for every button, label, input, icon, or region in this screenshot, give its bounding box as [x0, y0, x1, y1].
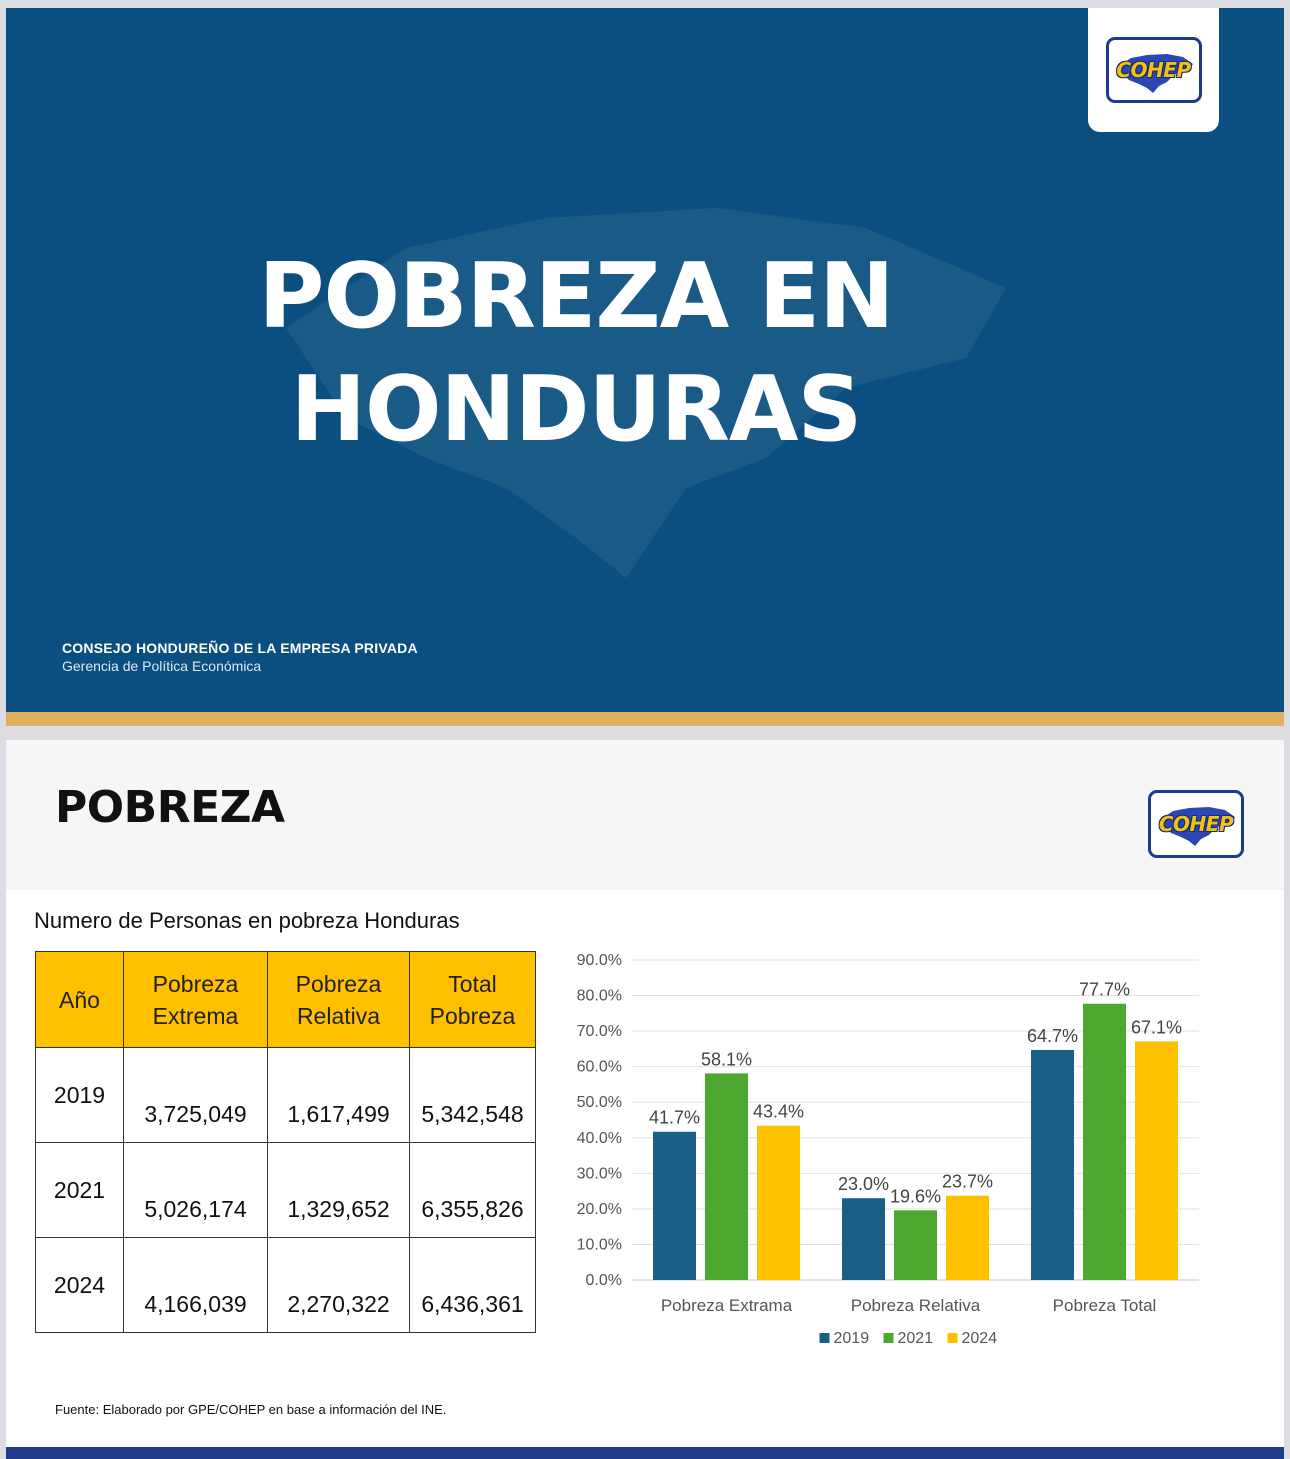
header-year: Año	[35, 951, 124, 1048]
bar-2019-1	[842, 1198, 885, 1280]
legend-swatch-2024	[947, 1333, 958, 1343]
honduras-map-icon	[1118, 54, 1193, 93]
y-tick-label: 30.0%	[577, 1165, 622, 1182]
cohep-logo: COHEP	[1105, 37, 1202, 103]
org-name: CONSEJO HONDUREÑO DE LA EMPRESA PRIVADA	[62, 640, 418, 656]
logo-text: COHEP	[1116, 58, 1191, 82]
legend-label-2019: 2019	[834, 1330, 870, 1347]
y-tick-label: 20.0%	[577, 1201, 622, 1218]
bar-2019-2	[1031, 1049, 1074, 1280]
y-tick-label: 0.0%	[586, 1272, 622, 1289]
cell-extreme: 3,725,049	[123, 1047, 268, 1143]
bar-2024-2	[1135, 1041, 1178, 1280]
cell-relative: 2,270,322	[267, 1237, 410, 1333]
page-title: POBREZA EN HONDURAS	[196, 240, 956, 466]
honduras-map-watermark	[286, 208, 1006, 578]
y-tick-label: 90.0%	[577, 952, 622, 969]
logo-card: COHEP	[1088, 8, 1219, 132]
slide-header	[6, 740, 1284, 890]
data-label: 41.7%	[649, 1108, 700, 1128]
cell-extreme: 4,166,039	[123, 1237, 268, 1333]
bar-2019-0	[653, 1131, 696, 1280]
data-label: 64.7%	[1027, 1026, 1078, 1046]
x-category-label: Pobreza Extrama	[661, 1296, 793, 1315]
data-label: 23.7%	[942, 1172, 993, 1192]
header-extreme: Pobreza Extrema	[123, 951, 268, 1048]
cell-year: 2024	[35, 1237, 124, 1333]
title-line-2: HONDURAS	[290, 357, 863, 462]
data-label: 77.7%	[1079, 980, 1130, 1000]
source-note: Fuente: Elaborado por GPE/COHEP en base …	[55, 1402, 447, 1417]
x-category-label: Pobreza Total	[1053, 1296, 1157, 1315]
data-label: 19.6%	[890, 1186, 941, 1206]
title-slide: COHEP POBREZA EN HONDURAS CONSEJO HONDUR…	[6, 8, 1284, 726]
header-relative-label: Pobreza Relativa	[295, 970, 382, 1029]
header-total: Total Pobreza	[409, 951, 536, 1048]
poverty-bar-chart: 0.0% 10.0% 20.0% 30.0% 40.0% 50.0% 60.0% 70.0% 8…	[577, 952, 1199, 1347]
poverty-table: Año Pobreza Extrema Pobreza Relativa Tot…	[35, 951, 536, 1333]
data-label: 43.4%	[753, 1102, 804, 1122]
table-row: 2021 5,026,174 1,329,652 6,355,826	[35, 1142, 536, 1238]
cell-total: 6,436,361	[409, 1237, 536, 1333]
cohep-logo: COHEP	[1148, 790, 1244, 858]
data-label: 58.1%	[701, 1049, 752, 1069]
table-row: 2019 3,725,049 1,617,499 5,342,548	[35, 1047, 536, 1143]
table-row: 2024 4,166,039 2,270,322 6,436,361	[35, 1237, 536, 1333]
navy-footer-bar	[6, 1447, 1284, 1459]
cell-year: 2021	[35, 1142, 124, 1238]
honduras-map-icon	[1161, 807, 1235, 846]
table-title: Numero de Personas en pobreza Honduras	[34, 908, 460, 933]
poverty-slide: POBREZA COHEP Numero de Personas en pobr…	[6, 740, 1284, 1459]
y-tick-label: 80.0%	[577, 988, 622, 1005]
y-tick-label: 50.0%	[577, 1094, 622, 1111]
legend-swatch-2021	[883, 1333, 894, 1343]
gold-divider	[6, 712, 1284, 726]
legend-label-2021: 2021	[898, 1330, 934, 1347]
cell-total: 6,355,826	[409, 1142, 536, 1238]
cell-extreme: 5,026,174	[123, 1142, 268, 1238]
title-line-1: POBREZA EN	[258, 244, 895, 349]
data-label: 23.0%	[838, 1174, 889, 1194]
y-tick-label: 10.0%	[577, 1236, 622, 1253]
org-subtitle: Gerencia de Política Económica	[62, 658, 262, 674]
header-relative: Pobreza Relativa	[267, 951, 410, 1048]
header-extreme-label: Pobreza Extrema	[152, 970, 239, 1029]
bar-2021-1	[894, 1210, 937, 1280]
bar-2024-1	[946, 1195, 989, 1280]
legend-swatch-2019	[819, 1333, 830, 1343]
cell-relative: 1,329,652	[267, 1142, 410, 1238]
logo-text: COHEP	[1158, 812, 1234, 836]
cell-relative: 1,617,499	[267, 1047, 410, 1143]
cell-year: 2019	[35, 1047, 124, 1143]
bar-2024-0	[757, 1125, 800, 1280]
y-tick-label: 60.0%	[577, 1059, 622, 1076]
bar-2021-2	[1083, 1003, 1126, 1280]
poverty-chart-container: 0.0% 10.0% 20.0% 30.0% 40.0% 50.0% 60.0% 70.0% 8…	[546, 940, 1216, 1360]
cell-total: 5,342,548	[409, 1047, 536, 1143]
table-header-row: Año Pobreza Extrema Pobreza Relativa Tot…	[35, 951, 536, 1048]
x-category-label: Pobreza Relativa	[851, 1296, 981, 1315]
legend-label-2024: 2024	[962, 1330, 998, 1347]
slide-title: POBREZA	[55, 782, 285, 833]
bar-2021-0	[705, 1073, 748, 1280]
y-tick-label: 40.0%	[577, 1130, 622, 1147]
y-tick-label: 70.0%	[577, 1023, 622, 1040]
data-label: 67.1%	[1131, 1017, 1182, 1037]
header-total-label: Total Pobreza	[429, 970, 516, 1029]
